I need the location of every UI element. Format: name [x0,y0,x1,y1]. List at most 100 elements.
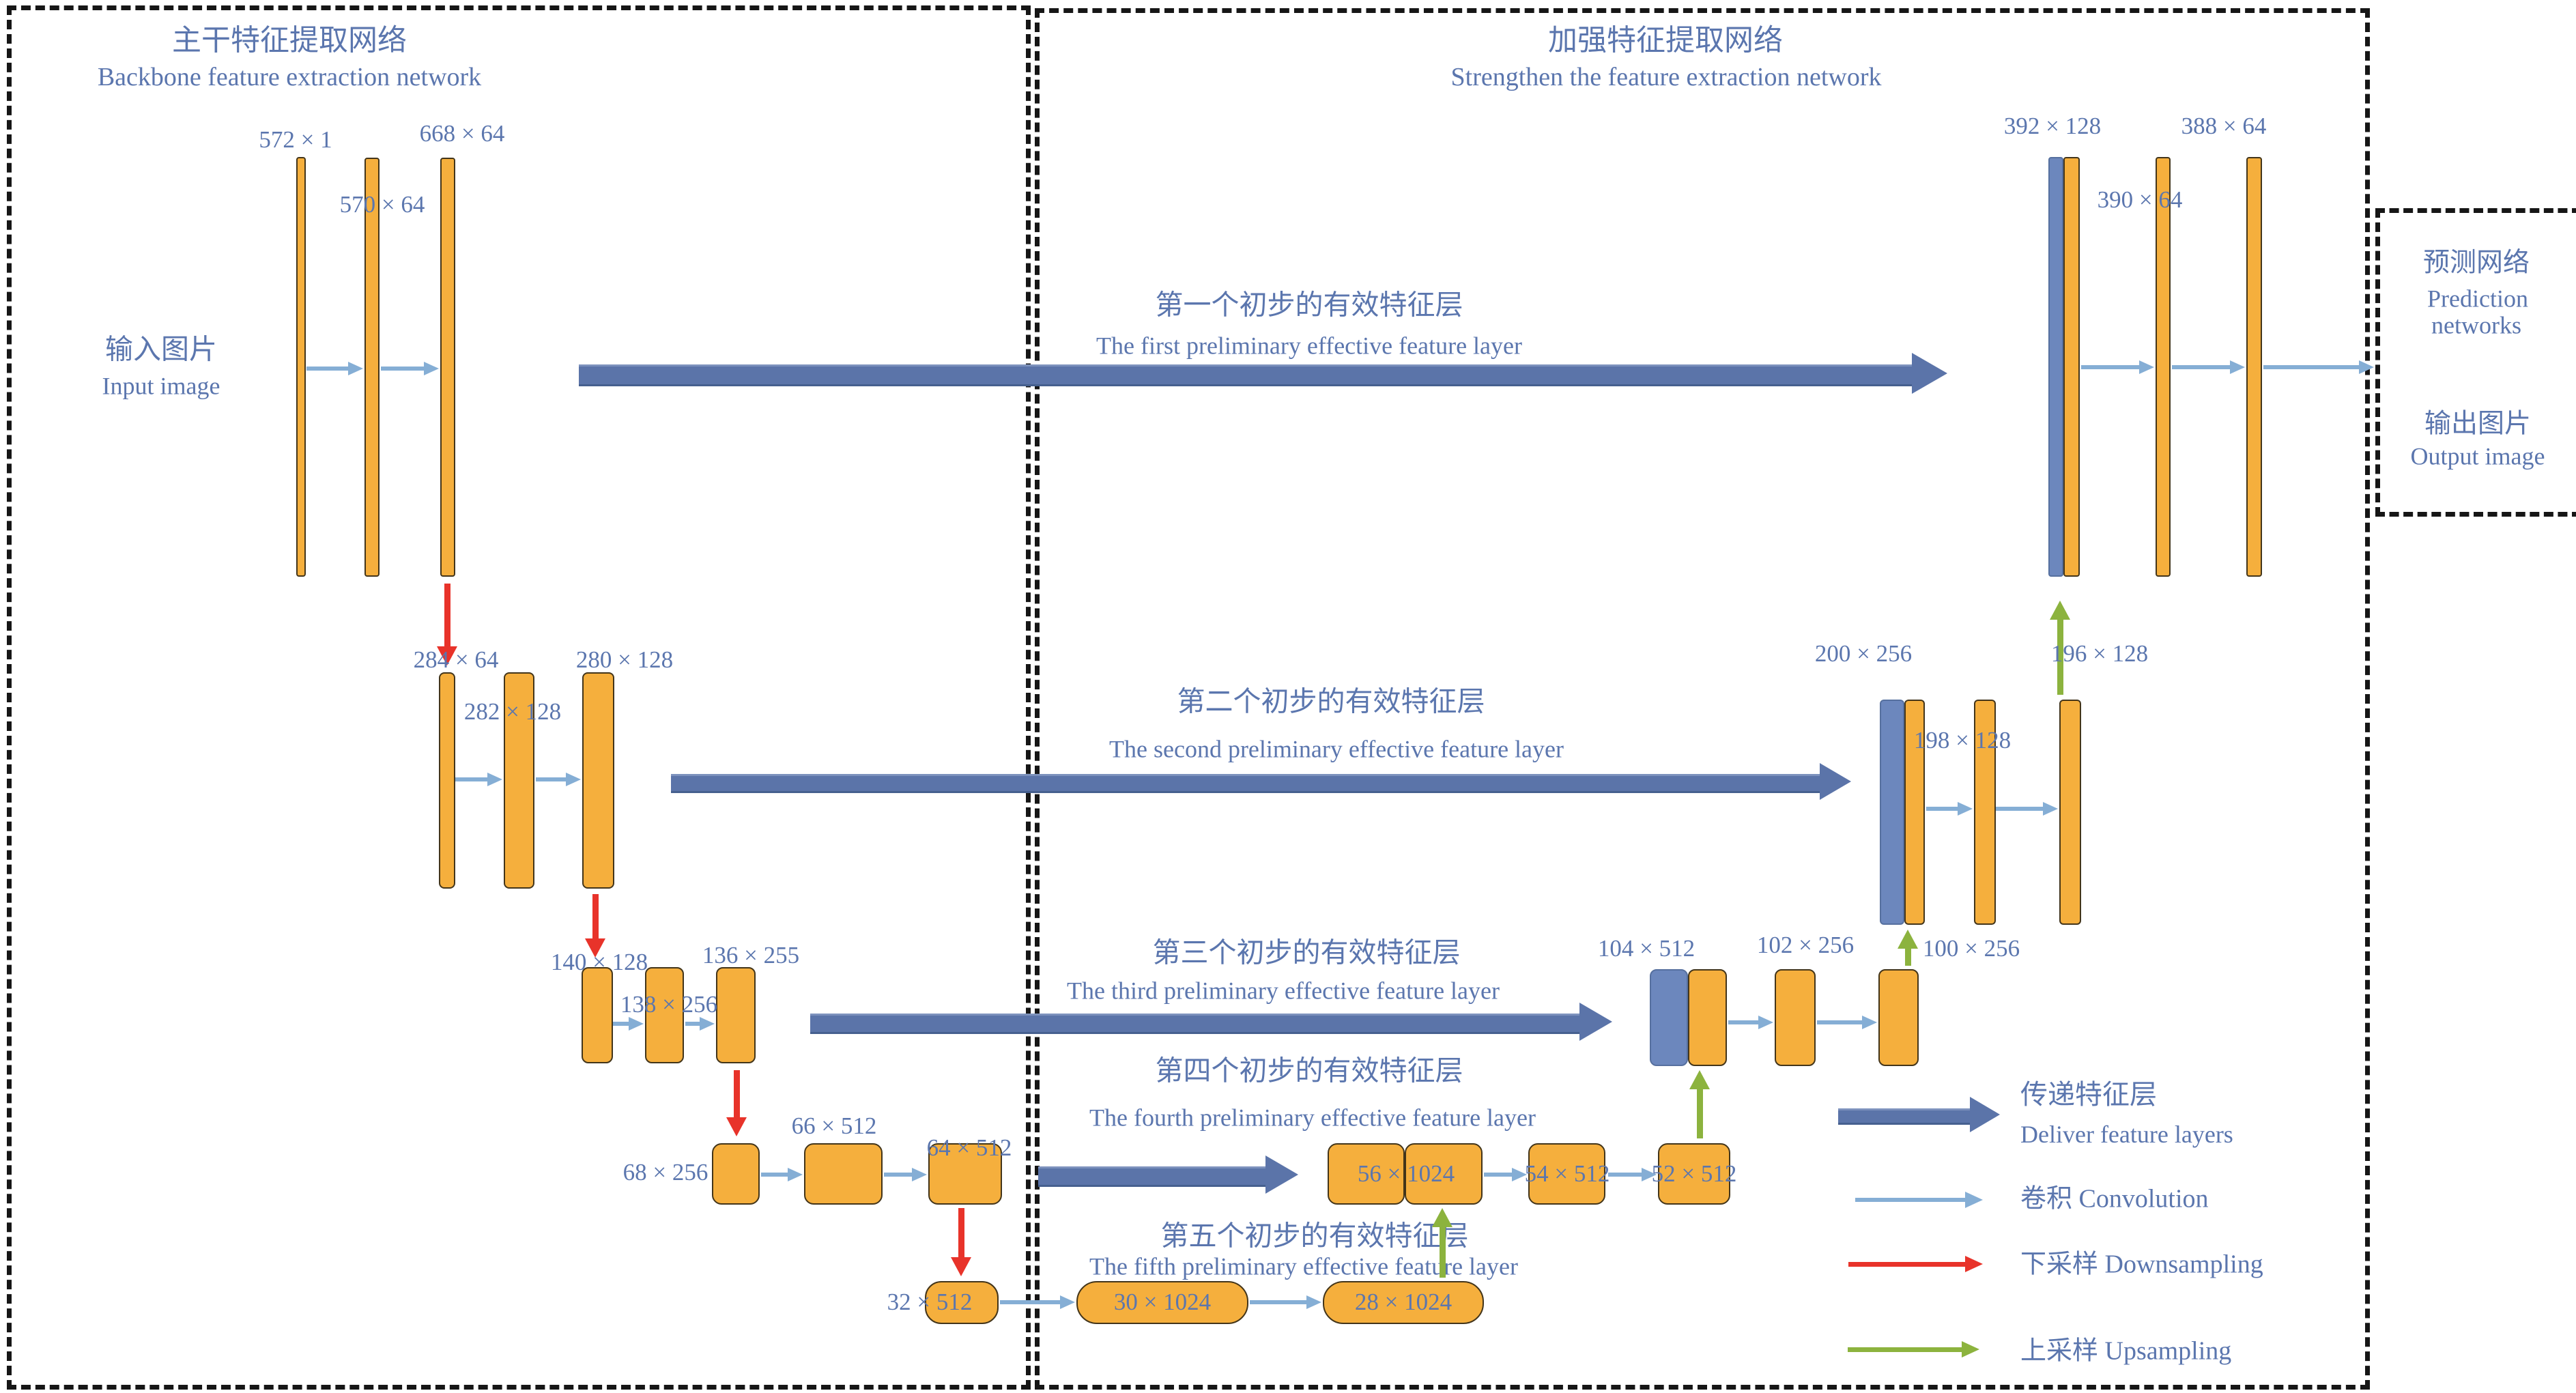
convolution-arrow-head [1642,1168,1657,1181]
convolution-arrow [1926,807,1960,811]
bar-input-572x1 [296,157,306,577]
convolution-arrow [613,1022,631,1026]
legend-downsample-arrow-icon [1848,1261,1968,1267]
convolution-arrow-head [487,773,502,786]
bar-200x256 [1904,700,1925,925]
box-104x512 [1688,969,1727,1066]
upsample-arrow-head [1432,1208,1452,1227]
convolution-arrow-head [788,1168,803,1181]
prediction-networks-label-en1: Prediction [2427,285,2528,313]
convolution-arrow [1728,1020,1761,1024]
convolution-arrow-head [1862,1016,1877,1029]
bar-skip-200x256 [1880,700,1904,925]
downsample-arrow-head [585,938,605,958]
dim-label: 54 × 512 [1524,1160,1610,1187]
deliver-feature-arrow [671,774,1824,793]
convolution-arrow-head [1306,1295,1321,1309]
legend-convolution-arrow-icon [1855,1198,1968,1202]
dim-label: 100 × 256 [1922,934,2020,962]
legend-upsample-arrow-icon-head [1962,1341,1979,1358]
convolution-arrow [1817,1020,1865,1024]
bar-390x64 [2156,157,2171,577]
feature-layer-4-heading-cn: 第四个初步的有效特征层 [1155,1054,1463,1087]
upsample-arrow-head [1689,1070,1710,1089]
deliver-feature-arrow-head [1579,1003,1612,1041]
pill-30x1024 [1076,1281,1248,1324]
convolution-arrow-head [2230,360,2245,374]
feature-layer-5-heading-en: The fifth preliminary effective feature … [1089,1252,1518,1280]
dim-label: 56 × 1024 [1357,1160,1455,1187]
convolution-arrow [2081,365,2142,369]
convolution-arrow-head [1958,802,1973,816]
legend-downsampling-label: 下采样 Downsampling [2020,1250,2263,1279]
bar-196x128 [2059,700,2081,925]
convolution-arrow-head [912,1168,927,1181]
bar-284x64 [439,672,455,889]
upsample-arrow [1904,946,1911,966]
dim-label: 30 × 1024 [1113,1288,1212,1315]
dim-label: 570 × 64 [339,190,425,218]
convolution-arrow [1996,807,2046,811]
upsample-arrow-head [2050,601,2070,620]
upsample-arrow [1439,1224,1446,1278]
feature-layer-4-heading-en: The fourth preliminary effective feature… [1089,1104,1536,1132]
box-140x128 [582,967,613,1063]
box-52x512 [1658,1143,1730,1205]
convolution-arrow [381,367,427,371]
legend-upsample-arrow-icon [1848,1347,1964,1352]
box-56x1024-b [1405,1143,1483,1205]
bar-282x128 [504,672,534,889]
box-68x256 [712,1143,760,1205]
legend-convolution-label: 卷积 Convolution [2020,1184,2209,1214]
upsample-arrow-head [1898,930,1918,949]
dim-label: 66 × 512 [791,1112,877,1139]
box-66x512 [804,1143,883,1205]
prediction-panel [2375,208,2576,517]
feature-layer-1-heading-en: The first preliminary effective feature … [1096,332,1523,360]
dim-label: 572 × 1 [259,126,332,153]
dim-label: 390 × 64 [2097,186,2183,213]
convolution-arrow [1000,1300,1063,1304]
deliver-feature-arrow-head [1265,1155,1298,1194]
input-image-label-cn: 输入图片 [105,333,217,365]
deliver-feature-arrow [810,1014,1584,1034]
convolution-arrow-head [700,1017,715,1031]
bar-280x128 [582,672,614,889]
bar-392x128 [2063,157,2080,577]
convolution-arrow-head [566,773,581,786]
legend-convolution-arrow-icon-head [1965,1192,1983,1208]
input-image-label-en: Input image [102,372,220,400]
box-54x512 [1528,1143,1605,1205]
dim-label: 200 × 256 [1814,640,1913,667]
prediction-networks-label-cn: 预测网络 [2422,248,2530,278]
legend-deliver-arrow-icon-head [1970,1097,2000,1132]
dim-label: 52 × 512 [1651,1160,1737,1187]
convolution-arrow-head [2043,802,2058,816]
strengthen-title-en: Strengthen the feature extraction networ… [1450,63,1882,92]
feature-layer-1-heading-cn: 第一个初步的有效特征层 [1155,289,1463,321]
downsample-arrow [958,1208,964,1260]
downsample-arrow [592,894,599,941]
dim-label: 32 × 512 [887,1288,973,1315]
box-56x1024-a [1328,1143,1405,1205]
box-102x256 [1775,969,1816,1066]
bar-skip-392x128 [2048,157,2063,577]
convolution-arrow [1484,1173,1515,1177]
legend-downsample-arrow-icon-head [1965,1256,1983,1272]
convolution-arrow-head [1758,1016,1773,1029]
convolution-arrow [536,777,569,781]
backbone-title-en: Backbone feature extraction network [97,63,482,92]
deliver-feature-arrow-head [1820,763,1851,800]
downsample-arrow-head [726,1117,747,1136]
convolution-arrow [306,367,351,371]
dim-label: 138 × 256 [620,990,718,1018]
dim-label: 198 × 128 [1913,726,2012,753]
bar-570x64 [364,158,380,577]
downsample-arrow [733,1070,740,1120]
convolution-arrow-head [1060,1295,1075,1309]
upsample-arrow [2057,617,2063,695]
downsample-arrow-head [437,646,457,665]
convolution-arrow-head [2139,360,2154,374]
dim-label: 64 × 512 [926,1134,1012,1161]
